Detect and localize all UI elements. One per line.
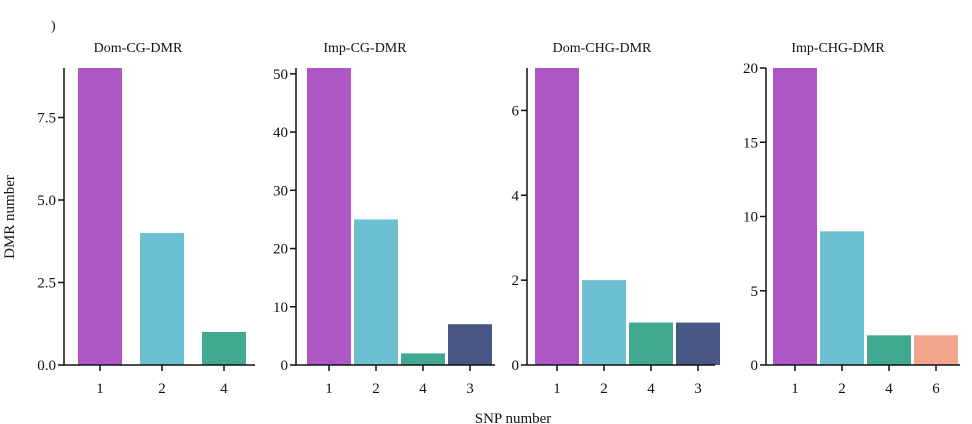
bar-snp-1 bbox=[773, 68, 817, 365]
x-tick-label: 2 bbox=[158, 381, 166, 397]
bar-snp-3 bbox=[676, 322, 720, 365]
panel-marker: ) bbox=[51, 19, 56, 34]
panel-title: Imp-CHG-DMR bbox=[791, 41, 885, 56]
x-tick-label: 1 bbox=[325, 381, 333, 397]
y-tick-label: 15 bbox=[743, 135, 758, 151]
chart-panel-2: Imp-CG-DMR 0 10 20 30 40 50 1 2 4 3 bbox=[273, 41, 495, 397]
bar-snp-2 bbox=[820, 231, 864, 365]
bar-snp-2 bbox=[140, 233, 184, 365]
x-tick-label: 1 bbox=[96, 381, 104, 397]
x-tick-label: 1 bbox=[791, 381, 799, 397]
x-tick-label: 4 bbox=[885, 381, 893, 397]
y-tick-label: 10 bbox=[743, 210, 758, 226]
bar-snp-1 bbox=[307, 68, 351, 365]
x-tick-label: 3 bbox=[466, 381, 474, 397]
y-tick-label: 5 bbox=[751, 284, 759, 300]
x-tick-label: 6 bbox=[932, 381, 940, 397]
x-tick-label: 4 bbox=[220, 381, 228, 397]
y-tick-label: 4 bbox=[512, 188, 520, 204]
chart-panel-3: Dom-CHG-DMR 0 2 4 6 1 2 4 3 bbox=[512, 41, 720, 397]
bar-snp-2 bbox=[582, 280, 626, 365]
y-tick-label: 40 bbox=[273, 125, 288, 141]
bar-snp-4 bbox=[629, 322, 673, 365]
x-tick-label: 4 bbox=[647, 381, 655, 397]
y-tick-label: 10 bbox=[273, 300, 288, 316]
bar-snp-3 bbox=[448, 324, 492, 365]
y-axis-title: DMR number bbox=[2, 175, 18, 259]
x-tick-label: 1 bbox=[553, 381, 561, 397]
bar-snp-1 bbox=[535, 68, 579, 365]
x-tick-label: 4 bbox=[419, 381, 427, 397]
x-tick-label: 2 bbox=[372, 381, 380, 397]
y-tick-label: 0 bbox=[512, 358, 520, 374]
y-tick-label: 20 bbox=[273, 242, 288, 258]
y-tick-label: 30 bbox=[273, 183, 288, 199]
y-tick-label: 0.0 bbox=[37, 358, 56, 374]
y-tick-label: 2.5 bbox=[37, 276, 56, 292]
bar-snp-6 bbox=[914, 335, 958, 365]
y-tick-label: 50 bbox=[273, 67, 288, 83]
panel-title: Dom-CHG-DMR bbox=[553, 41, 652, 56]
panel-title: Imp-CG-DMR bbox=[323, 41, 407, 56]
panel-title: Dom-CG-DMR bbox=[94, 41, 183, 56]
bar-snp-4 bbox=[867, 335, 911, 365]
y-tick-label: 0 bbox=[281, 358, 289, 374]
x-tick-label: 2 bbox=[838, 381, 846, 397]
x-axis-title: SNP number bbox=[475, 411, 552, 424]
bar-snp-4 bbox=[202, 332, 246, 365]
y-tick-label: 0 bbox=[751, 358, 759, 374]
chart-panel-1: Dom-CG-DMR 0.0 2.5 5.0 7.5 1 2 4 bbox=[37, 41, 255, 397]
y-tick-label: 20 bbox=[743, 61, 758, 77]
x-tick-label: 2 bbox=[600, 381, 608, 397]
y-tick-label: 2 bbox=[512, 273, 520, 289]
bar-snp-4 bbox=[401, 353, 445, 365]
x-tick-label: 3 bbox=[694, 381, 702, 397]
bar-snp-2 bbox=[354, 219, 398, 365]
y-tick-label: 5.0 bbox=[37, 193, 56, 209]
y-tick-label: 7.5 bbox=[37, 111, 56, 127]
bar-snp-1 bbox=[78, 68, 122, 365]
y-tick-label: 6 bbox=[512, 103, 520, 119]
